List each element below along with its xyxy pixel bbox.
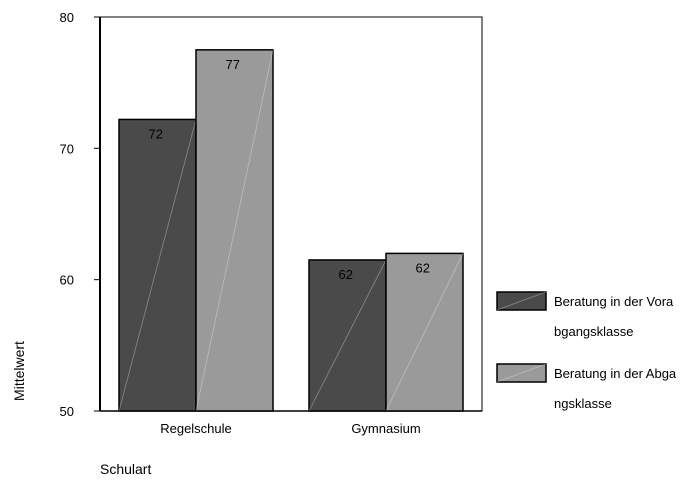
legend-swatch	[496, 291, 547, 311]
y-tick-label: 60	[60, 273, 74, 288]
y-axis: 50 60 70 80	[60, 10, 100, 419]
legend-label-line1: Beratung in der Abga	[554, 366, 677, 381]
bar-hatch-line	[308, 259, 387, 412]
legend: Beratung in der Vora bgangsklasse Beratung…	[496, 291, 677, 411]
bar-0-1	[195, 49, 274, 412]
x-category-label: Regelschule	[160, 421, 232, 436]
data-label: 62	[416, 260, 430, 275]
legend-label-line2: ngsklasse	[554, 396, 612, 411]
x-axis: Regelschule Gymnasium	[160, 421, 420, 436]
legend-label-line2: bgangsklasse	[554, 324, 634, 339]
legend-label-line1: Beratung in der Vora	[554, 294, 674, 309]
y-tick-label: 70	[60, 141, 74, 156]
x-axis-title: Schulart	[100, 461, 151, 477]
y-tick-label: 50	[60, 404, 74, 419]
bars-group: 72 77 62 62	[118, 49, 464, 412]
bar-1-1	[385, 252, 464, 412]
x-category-label: Gymnasium	[351, 421, 420, 436]
bar-hatch-line	[385, 253, 464, 412]
bar-hatch-line	[118, 119, 197, 412]
legend-swatch	[496, 363, 547, 383]
data-label: 72	[149, 126, 163, 141]
data-label: 77	[226, 57, 240, 72]
data-label: 62	[339, 267, 353, 282]
y-axis-title: Mittelwert	[11, 341, 27, 401]
y-tick-label: 80	[60, 10, 74, 25]
bar-hatch-line	[195, 49, 274, 412]
bar-0-0	[118, 118, 197, 412]
legend-swatch-hatch	[496, 291, 547, 311]
legend-swatch-hatch	[496, 363, 547, 383]
